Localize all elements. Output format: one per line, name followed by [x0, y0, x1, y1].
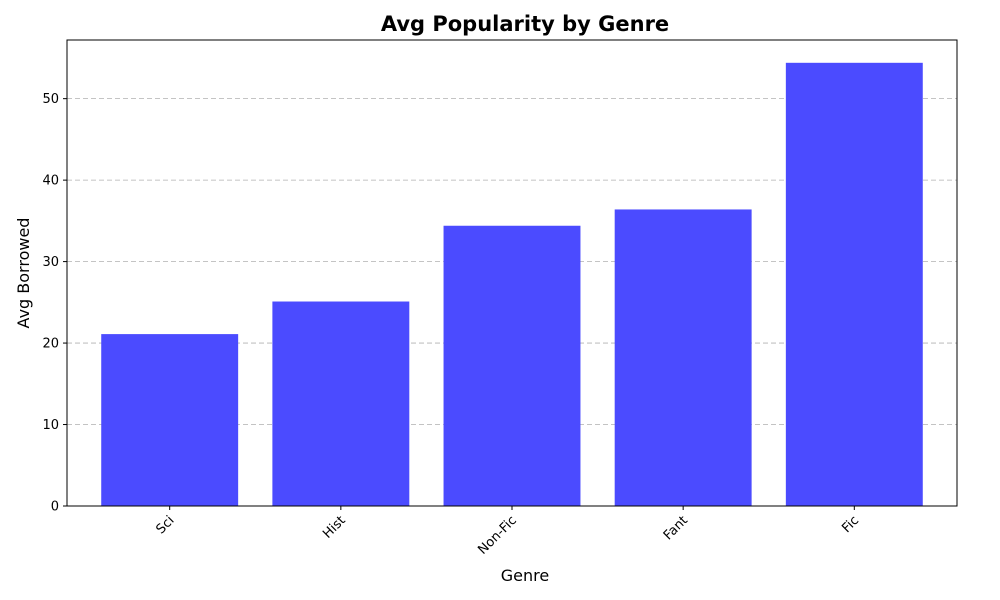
y-axis-label: Avg Borrowed — [14, 218, 33, 329]
bar — [101, 334, 239, 506]
bar — [443, 225, 581, 507]
chart-title: Avg Popularity by Genre — [381, 12, 669, 36]
y-tick-label: 50 — [42, 92, 59, 107]
x-tick-label: Fant — [661, 513, 691, 543]
y-tick-label: 40 — [42, 174, 59, 189]
x-tick-label: Non-Fic — [475, 513, 519, 557]
x-tick-label: Fic — [839, 513, 862, 536]
y-tick-label: 10 — [42, 418, 59, 433]
x-tick-label: Hist — [320, 513, 348, 541]
y-tick-label: 20 — [42, 337, 59, 352]
bar — [272, 301, 410, 506]
x-axis: Sci Hist Non-Fic Fant Fic — [153, 506, 862, 558]
y-tick-label: 0 — [51, 500, 59, 515]
x-tick-label: Sci — [153, 513, 177, 537]
y-tick-label: 30 — [42, 255, 59, 270]
bar — [785, 62, 923, 506]
bars-layer — [101, 62, 923, 507]
bar — [614, 209, 752, 507]
y-axis: 0 10 20 30 40 50 — [42, 92, 67, 515]
x-axis-label: Genre — [501, 566, 549, 585]
plot-frame — [66, 39, 958, 507]
